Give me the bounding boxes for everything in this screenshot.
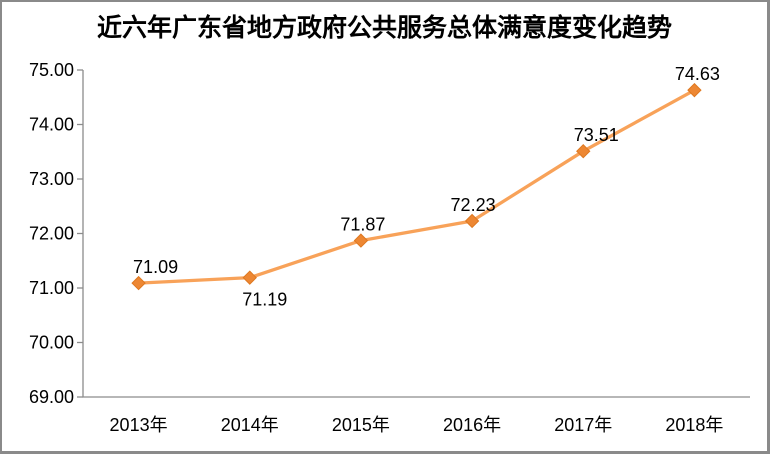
x-axis-category-label: 2017年	[554, 415, 612, 435]
y-axis-tick-label: 69.00	[29, 387, 74, 407]
data-point-marker	[687, 82, 702, 98]
data-point-marker	[353, 233, 369, 248]
y-axis-tick-label: 73.00	[29, 169, 74, 189]
y-axis-tick-label: 70.00	[29, 333, 74, 353]
y-axis-tick-label: 75.00	[29, 60, 74, 80]
data-point-label: 71.09	[133, 257, 178, 277]
axis-lines	[82, 70, 750, 398]
x-axis-category-label: 2018年	[665, 415, 723, 435]
data-point-label: 72.23	[451, 195, 496, 215]
chart-title: 近六年广东省地方政府公共服务总体满意度变化趋势	[96, 15, 672, 42]
x-axis-category-label: 2014年	[221, 415, 279, 435]
series-line	[136, 88, 697, 285]
y-axis-tick-label: 72.00	[29, 224, 74, 244]
data-point-marker	[464, 213, 480, 229]
x-axis-category-label: 2013年	[110, 415, 168, 435]
data-point-label: 71.19	[242, 290, 287, 310]
data-point-label: 74.63	[675, 64, 720, 84]
data-point-label: 73.51	[574, 125, 619, 145]
data-point-label: 71.87	[340, 215, 385, 235]
y-axis-tick-label: 74.00	[29, 115, 74, 135]
x-axis-category-label: 2015年	[332, 415, 390, 435]
data-point-marker	[576, 143, 591, 159]
data-point-marker	[242, 270, 257, 285]
x-axis-category-label: 2016年	[443, 415, 501, 435]
y-axis-tick-label: 71.00	[29, 278, 74, 298]
data-point-marker	[131, 275, 146, 291]
